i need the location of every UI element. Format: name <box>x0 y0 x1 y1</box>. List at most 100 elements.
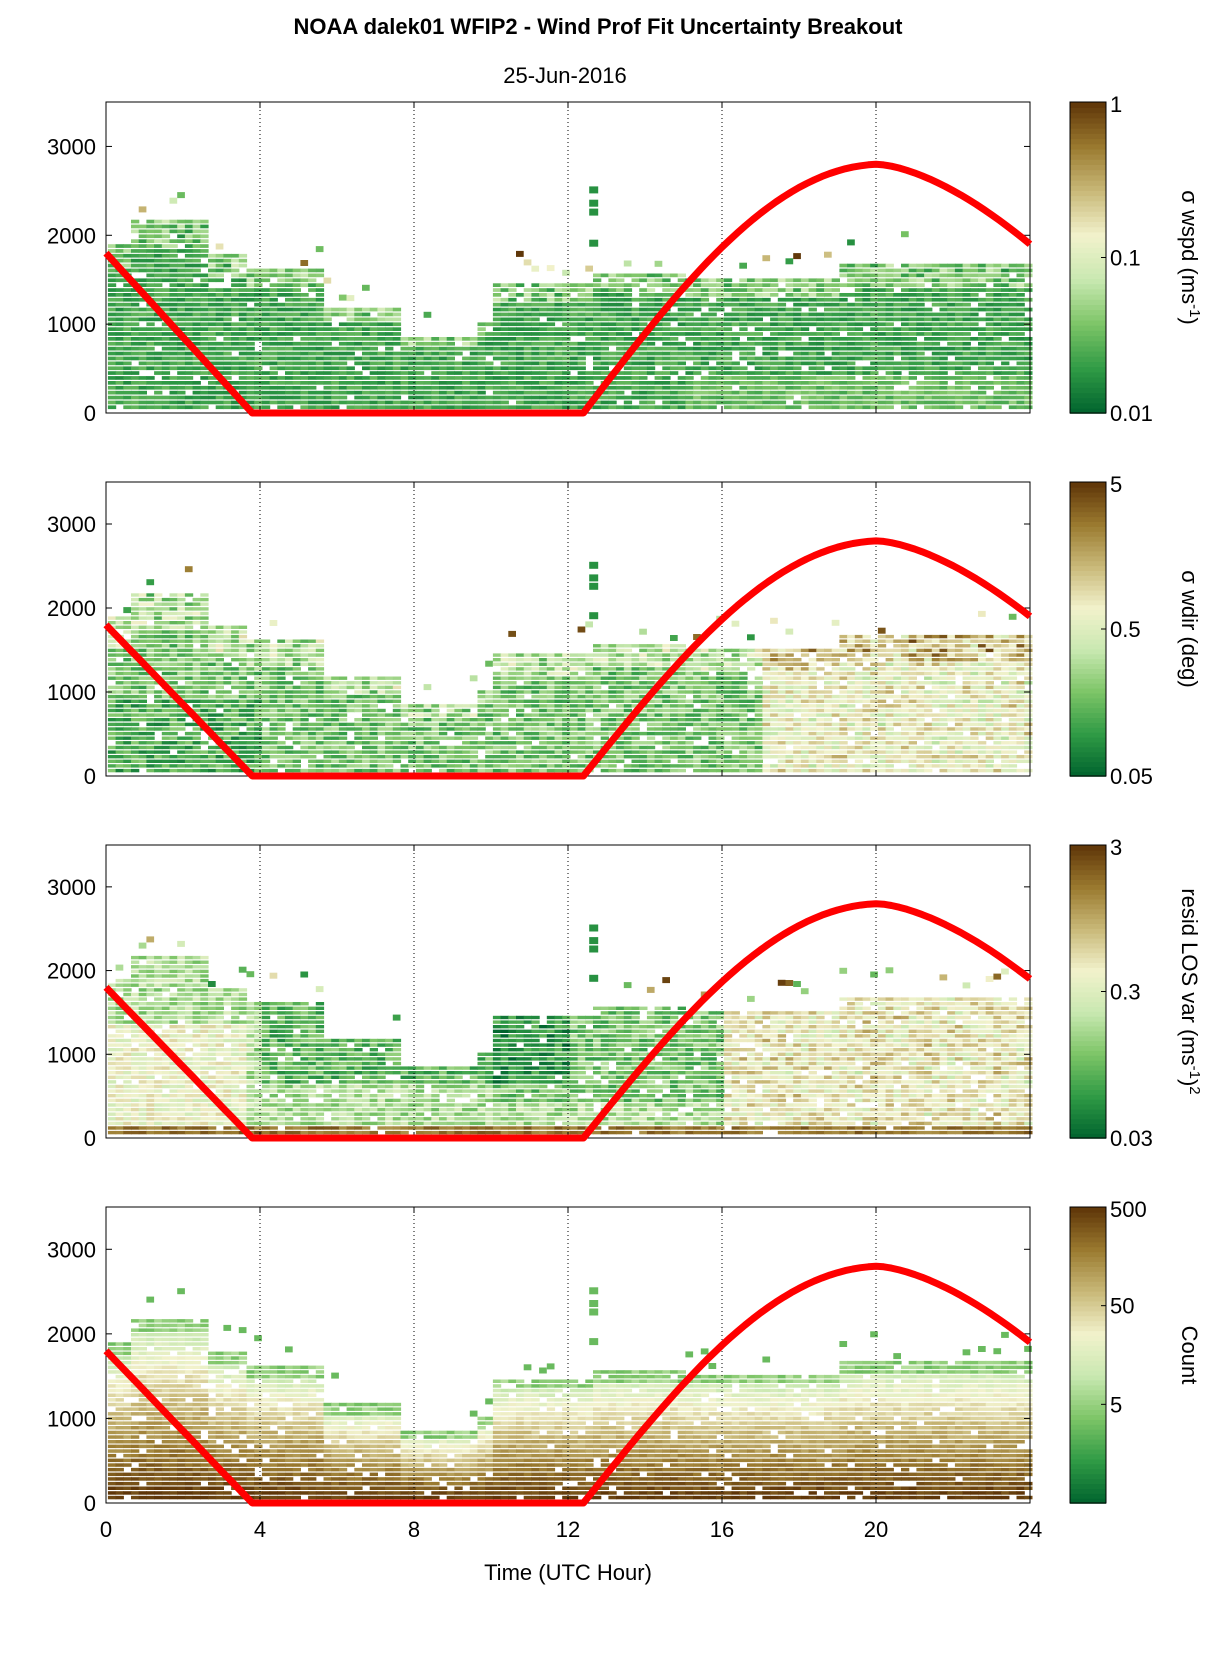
heatmap-cell <box>131 395 140 400</box>
heatmap-cell <box>362 284 370 291</box>
heatmap-cell <box>569 653 579 657</box>
heatmap-cell <box>323 745 332 750</box>
colorbar-swatch <box>1070 335 1106 342</box>
heatmap-cell <box>223 361 232 366</box>
heatmap-cell <box>554 376 563 380</box>
heatmap-cell <box>546 400 556 405</box>
heatmap-cell <box>254 400 263 405</box>
heatmap-cell <box>662 376 671 380</box>
heatmap-cell <box>639 288 648 292</box>
heatmap-cell <box>308 685 317 690</box>
heatmap-cell <box>177 658 186 662</box>
heatmap-cell <box>523 307 532 312</box>
heatmap-cell <box>277 366 286 371</box>
heatmap-cell <box>970 278 979 283</box>
heatmap-cell <box>577 332 586 336</box>
heatmap-cell <box>169 197 178 204</box>
heatmap-cell <box>323 704 332 708</box>
heatmap-cell <box>808 351 817 356</box>
heatmap-cell <box>577 759 586 763</box>
heatmap-cell <box>154 593 163 597</box>
heatmap-cell <box>400 764 409 768</box>
heatmap-cell <box>200 278 209 283</box>
heatmap-cell <box>585 653 594 657</box>
heatmap-cell <box>223 341 232 346</box>
heatmap-cell <box>261 332 271 336</box>
heatmap-cell <box>385 690 394 694</box>
heatmap-cell <box>123 337 132 341</box>
heatmap-cell <box>408 727 417 731</box>
heatmap-cell <box>123 713 132 717</box>
heatmap-cell <box>354 736 363 740</box>
heatmap-cell <box>146 288 155 292</box>
heatmap-cell <box>439 395 448 400</box>
heatmap-cell <box>369 385 378 390</box>
heatmap-cell <box>115 312 124 317</box>
heatmap-cell <box>623 736 633 740</box>
heatmap-cell <box>631 644 640 648</box>
heatmap-cell <box>739 288 748 292</box>
heatmap-cell <box>338 332 348 336</box>
heatmap-cell <box>208 681 217 685</box>
heatmap-cell <box>300 658 309 662</box>
heatmap-cell <box>385 351 394 356</box>
heatmap-cell <box>516 307 525 312</box>
heatmap-cell <box>192 741 201 745</box>
heatmap-cell <box>238 671 248 676</box>
heatmap-cell <box>492 283 502 287</box>
heatmap-cell <box>138 653 147 657</box>
heatmap-cell <box>192 690 201 694</box>
heatmap-cell <box>238 708 248 713</box>
heatmap-cell <box>277 731 286 736</box>
heatmap-cell <box>285 658 294 662</box>
heatmap-cell <box>269 337 278 341</box>
heatmap-cell <box>954 351 964 356</box>
heatmap-cell <box>554 690 563 694</box>
heatmap-cell <box>415 745 425 750</box>
heatmap-cell <box>616 708 625 713</box>
heatmap-cell <box>546 381 556 385</box>
colorbar-swatch <box>1070 397 1106 404</box>
heatmap-cell <box>192 327 201 331</box>
heatmap-cell <box>107 356 117 361</box>
heatmap-cell <box>131 322 140 327</box>
heatmap-cell <box>477 759 486 763</box>
heatmap-cell <box>184 273 194 278</box>
heatmap-cell <box>123 667 132 671</box>
heatmap-cell <box>131 667 140 671</box>
heatmap-cell <box>1024 268 1033 273</box>
heatmap-cell <box>954 307 964 312</box>
heatmap-cell <box>562 307 571 312</box>
heatmap-cell <box>747 307 756 312</box>
heatmap-cell <box>131 332 140 336</box>
heatmap-cell <box>269 699 278 703</box>
heatmap-cell <box>431 361 440 366</box>
heatmap-cell <box>600 718 609 722</box>
heatmap-cell <box>115 750 124 754</box>
heatmap-cell <box>824 251 832 258</box>
heatmap-cell <box>600 273 609 278</box>
heatmap-cell <box>716 317 725 322</box>
heatmap-cell <box>192 341 201 346</box>
heatmap-cell <box>808 337 817 341</box>
heatmap-cell <box>123 616 132 620</box>
heatmap-cell <box>107 297 117 302</box>
heatmap-cell <box>138 244 147 248</box>
heatmap-cell <box>431 385 440 390</box>
heatmap-cell <box>277 755 286 759</box>
heatmap-cell <box>631 727 640 731</box>
heatmap-cell <box>500 727 509 731</box>
heatmap-cell <box>161 727 171 731</box>
heatmap-cell <box>739 346 748 351</box>
heatmap-cell <box>354 768 363 773</box>
heatmap-cell <box>138 648 147 653</box>
heatmap-cell <box>970 268 979 273</box>
heatmap-cell <box>338 755 348 759</box>
heatmap-cell <box>616 699 625 703</box>
heatmap-cell <box>831 366 840 371</box>
heatmap-cell <box>292 644 301 648</box>
heatmap-cell <box>285 322 294 327</box>
heatmap-cell <box>215 764 224 768</box>
heatmap-cell <box>631 667 640 671</box>
heatmap-cell <box>184 681 194 685</box>
